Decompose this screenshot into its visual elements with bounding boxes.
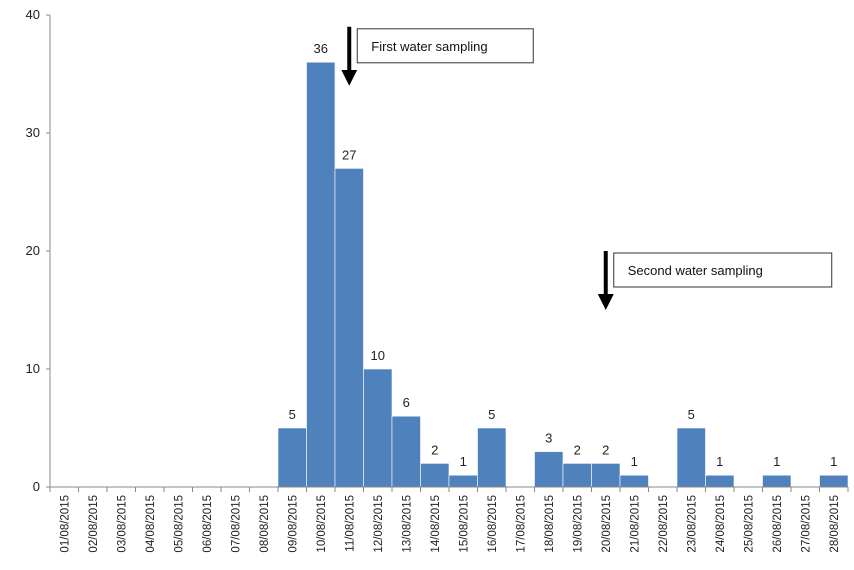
y-tick-label: 10 [26, 361, 40, 376]
x-tick-label: 21/08/2015 [629, 495, 641, 553]
data-label: 1 [773, 454, 780, 469]
data-label: 2 [431, 442, 438, 457]
x-tick-label: 17/08/2015 [515, 495, 527, 553]
bar [277, 427, 307, 488]
bar [819, 474, 849, 488]
bar [562, 463, 592, 488]
x-tick-label: 23/08/2015 [686, 495, 698, 553]
bar [705, 474, 735, 488]
x-tick-label: 26/08/2015 [772, 495, 784, 553]
x-tick-label: 04/08/2015 [145, 495, 157, 553]
bar [676, 427, 706, 488]
annotation-label: First water sampling [371, 39, 487, 54]
annotation-box [356, 28, 534, 64]
x-tick-label: 15/08/2015 [458, 495, 470, 553]
bar-labels: 5 36 27 10 6 2 1 5 3 2 2 1 5 1 1 1 [289, 41, 838, 469]
y-tick-label: 0 [33, 479, 40, 494]
x-tick-label: 02/08/2015 [88, 495, 100, 553]
data-label: 36 [314, 41, 328, 56]
x-tick-label: 25/08/2015 [743, 495, 755, 553]
data-label: 5 [488, 407, 495, 422]
data-label: 1 [716, 454, 723, 469]
data-label: 5 [289, 407, 296, 422]
x-tick-label: 03/08/2015 [116, 495, 128, 553]
y-axis: 0 10 20 30 40 [26, 7, 51, 494]
x-tick-label: 18/08/2015 [544, 495, 556, 553]
y-tick-label: 30 [26, 125, 40, 140]
y-tick-label: 20 [26, 243, 40, 258]
x-tick-label: 08/08/2015 [259, 495, 271, 553]
x-tick-label: 20/08/2015 [601, 495, 613, 553]
data-label: 1 [460, 454, 467, 469]
x-tick-label: 01/08/2015 [59, 495, 71, 553]
x-tick-label: 14/08/2015 [430, 495, 442, 553]
annotations: First water sampling Second water samplin… [341, 26, 833, 310]
x-tick-label: 12/08/2015 [373, 495, 385, 553]
x-axis: 01/08/2015 02/08/2015 03/08/2015 04/08/2015… [49, 486, 849, 553]
annotation-label: Second water sampling [628, 263, 763, 278]
data-label: 2 [602, 442, 609, 457]
x-tick-label: 10/08/2015 [316, 495, 328, 553]
data-label: 2 [574, 442, 581, 457]
x-tick-label: 27/08/2015 [800, 495, 812, 553]
x-tick-label: 24/08/2015 [715, 495, 727, 553]
x-tick-label: 19/08/2015 [572, 495, 584, 553]
x-tick-label: 07/08/2015 [230, 495, 242, 553]
data-label: 27 [342, 147, 356, 162]
data-label: 1 [830, 454, 837, 469]
y-tick-label: 40 [26, 7, 40, 22]
bar [762, 474, 792, 488]
bars [277, 61, 849, 488]
data-label: 10 [371, 348, 385, 363]
bar [619, 474, 649, 488]
bar [420, 463, 450, 488]
data-label: 1 [631, 454, 638, 469]
bar [334, 168, 364, 488]
bar [306, 61, 336, 488]
bar [591, 463, 621, 488]
bar [448, 474, 478, 488]
x-tick-label: 09/08/2015 [287, 495, 299, 553]
bar [363, 368, 393, 488]
x-tick-label: 11/08/2015 [344, 495, 356, 552]
data-label: 5 [688, 407, 695, 422]
data-label: 6 [403, 395, 410, 410]
x-tick-label: 05/08/2015 [173, 495, 185, 553]
annotation-box [613, 252, 833, 288]
x-tick-label: 16/08/2015 [487, 495, 499, 553]
x-tick-label: 28/08/2015 [829, 495, 841, 553]
data-label: 3 [545, 431, 552, 446]
x-tick-label: 13/08/2015 [401, 495, 413, 553]
bar [477, 427, 507, 488]
bar [391, 415, 421, 488]
x-tick-label: 06/08/2015 [202, 495, 214, 553]
x-tick-label: 22/08/2015 [658, 495, 670, 553]
bar [534, 451, 564, 488]
